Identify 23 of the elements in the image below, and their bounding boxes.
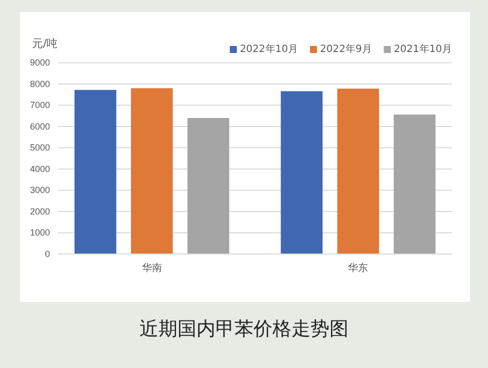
y-tick-label: 4000 — [30, 164, 50, 174]
bar — [394, 114, 436, 254]
y-tick-label: 0 — [44, 248, 50, 259]
bar — [74, 90, 116, 254]
y-tick-label: 1000 — [30, 228, 50, 238]
legend-label: 2022年10月 — [240, 43, 298, 55]
x-tick-label: 华南 — [142, 262, 162, 274]
legend-label: 2022年9月 — [320, 43, 372, 55]
bar — [337, 88, 380, 254]
y-tick-label: 6000 — [30, 121, 50, 132]
y-tick-label: 7000 — [30, 100, 50, 110]
bar — [187, 118, 230, 254]
bar — [280, 91, 323, 254]
y-tick-label: 3000 — [30, 185, 50, 196]
x-tick-label: 华东 — [348, 262, 368, 274]
legend-label: 2021年10月 — [394, 43, 452, 55]
y-tick-label: 5000 — [30, 142, 50, 153]
y-axis-title: 元/吨 — [32, 37, 58, 50]
y-tick-label: 9000 — [30, 58, 50, 68]
text: 近期国内甲苯价格走势图 — [140, 318, 348, 340]
y-tick-label: 2000 — [30, 206, 50, 216]
y-tick-label: 8000 — [30, 78, 50, 89]
bar — [130, 88, 173, 254]
